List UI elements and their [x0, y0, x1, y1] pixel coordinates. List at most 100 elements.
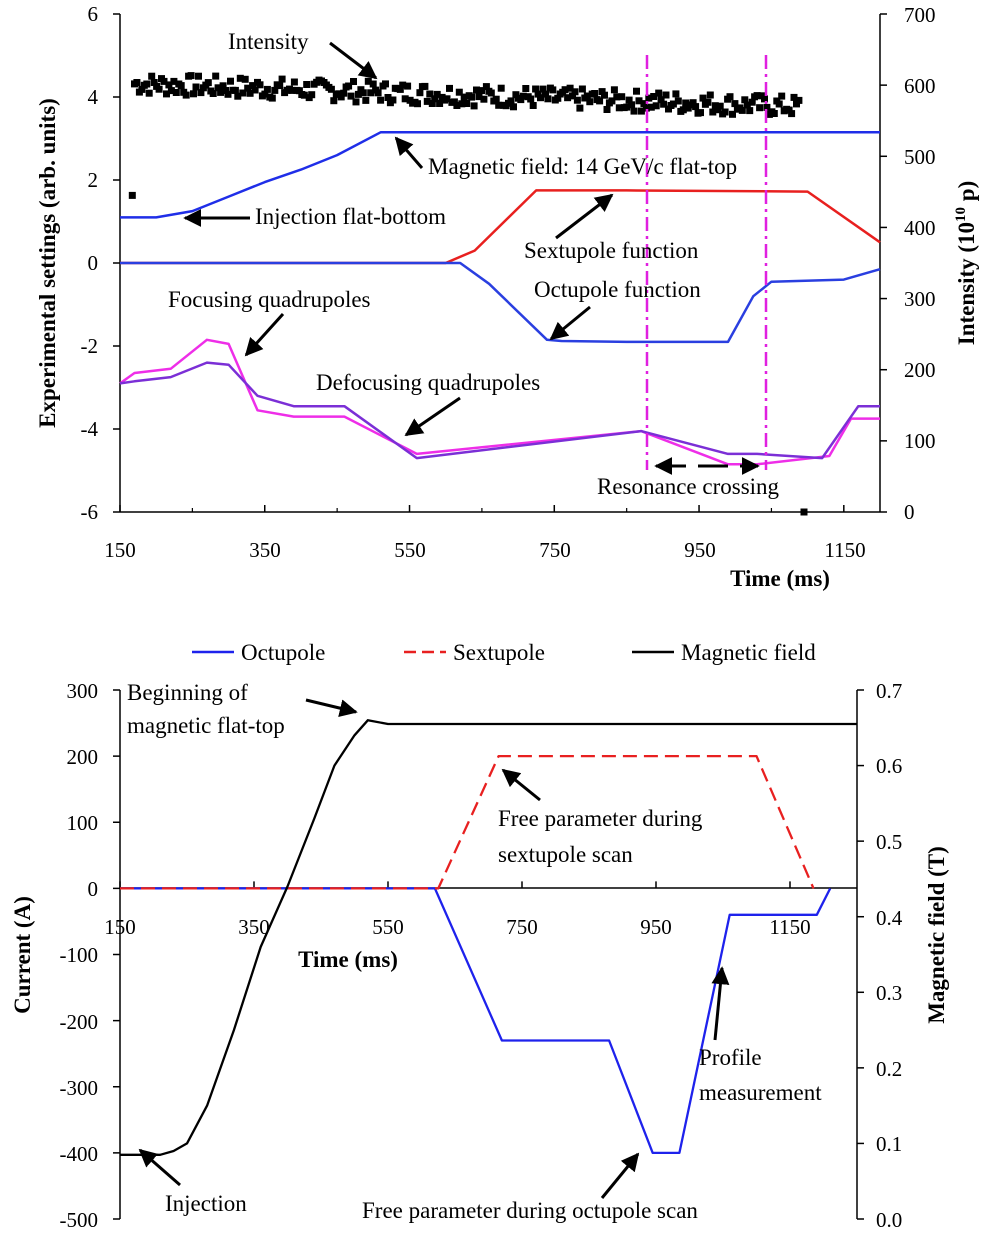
intensity-point — [330, 97, 338, 105]
intensity-point — [775, 100, 783, 108]
intensity-point — [352, 98, 360, 106]
intensity-point — [239, 89, 247, 97]
intensity-point — [150, 79, 158, 86]
intensity-point — [143, 80, 151, 88]
intensity-point — [421, 82, 429, 90]
intensity-point — [642, 104, 650, 112]
intensity-point — [234, 92, 242, 100]
intensity-point — [401, 95, 409, 103]
intensity-point — [303, 81, 311, 88]
intensity-point — [788, 110, 796, 118]
intensity-point — [138, 85, 146, 93]
bottom-y-tick-label: -500 — [60, 1208, 99, 1232]
bottom-y2-tick-label: 0.6 — [876, 754, 902, 778]
intensity-point — [655, 89, 663, 97]
top-y2-title-end: p) — [954, 181, 979, 207]
intensity-point — [278, 75, 286, 83]
intensity-point — [633, 87, 640, 95]
intensity-point — [628, 101, 636, 109]
intensity-point — [669, 100, 677, 108]
intensity-point — [187, 72, 195, 80]
annotation-intensity: Intensity — [228, 29, 309, 54]
bottom-y-tick-label: -200 — [60, 1010, 99, 1034]
intensity-point — [761, 95, 768, 103]
bottom-series-magnetic-field — [120, 719, 857, 1156]
bottom-y2-tick-label: 0.1 — [876, 1132, 902, 1156]
intensity-point — [423, 97, 431, 105]
top-y2-tick-label: 700 — [904, 3, 936, 27]
intensity-point — [473, 86, 480, 94]
intensity-point — [640, 100, 648, 108]
annotation-magnetic-flat-top: magnetic flat-top — [127, 713, 285, 738]
annotation-arrow — [404, 396, 461, 437]
intensity-point — [453, 102, 461, 109]
intensity-point — [650, 93, 658, 100]
annotation-profile: Profile — [699, 1045, 762, 1070]
intensity-point — [170, 77, 178, 85]
bottom-x-tick-label: 750 — [506, 915, 538, 939]
intensity-point — [359, 89, 367, 97]
top-x-tick-label: 1150 — [824, 538, 865, 562]
intensity-point — [450, 98, 458, 106]
intensity-point — [195, 72, 202, 80]
top-y2-tick-label: 400 — [904, 216, 936, 240]
top-x-tick-label: 750 — [539, 538, 571, 562]
intensity-point — [251, 86, 259, 94]
intensity-point — [463, 100, 471, 107]
annotation-arrow — [711, 966, 730, 1041]
intensity-point — [192, 83, 200, 91]
top-series-octupole — [120, 261, 881, 344]
intensity-point — [308, 91, 316, 99]
bottom-x-tick-labels: 150 350 550 750 950 1150 — [104, 915, 810, 939]
intensity-point — [770, 110, 778, 117]
intensity-point — [726, 93, 734, 101]
intensity-point — [249, 82, 257, 90]
intensity-point — [345, 82, 353, 90]
intensity-point — [244, 84, 252, 92]
intensity-point — [689, 99, 697, 107]
intensity-point — [706, 91, 714, 99]
intensity-point — [177, 82, 185, 90]
intensity-point — [790, 93, 798, 101]
top-x-axis-title: Time (ms) — [730, 566, 830, 591]
intensity-point — [608, 97, 616, 105]
legend-label-octupole: Octupole — [241, 640, 325, 665]
bottom-y-tick-label: -100 — [60, 943, 99, 967]
intensity-point — [470, 102, 478, 110]
intensity-point — [261, 90, 269, 98]
top-series-group — [119, 131, 881, 466]
bottom-y2-tick-labels: 0.0 0.1 0.2 0.3 0.4 0.5 0.6 0.7 — [876, 679, 903, 1232]
intensity-point — [704, 98, 712, 106]
intensity-point — [618, 93, 626, 101]
bottom-y2-tick-label: 0.5 — [876, 830, 902, 854]
top-series-focusing — [119, 338, 880, 466]
intensity-point — [231, 86, 239, 94]
intensity-point — [446, 84, 453, 92]
intensity-point — [738, 106, 746, 114]
intensity-point — [214, 84, 222, 92]
top-y-axis-title: Experimental settings (arb. units) — [35, 98, 60, 428]
annotation-sextupole: Sextupole function — [524, 238, 699, 263]
intensity-point — [256, 81, 264, 89]
intensity-point — [436, 100, 444, 107]
intensity-point — [224, 90, 232, 98]
intensity-point — [433, 90, 441, 98]
intensity-point — [455, 88, 463, 96]
top-x-tick-label: 950 — [684, 538, 716, 562]
intensity-point — [672, 90, 680, 98]
bottom-x-tick-label: 150 — [104, 915, 136, 939]
annotation-focusing: Focusing quadrupoles — [168, 287, 371, 312]
annotation-injection-flat-bottom: Injection flat-bottom — [255, 204, 446, 229]
intensity-point — [460, 93, 468, 101]
top-y-tick-label: 0 — [88, 251, 99, 275]
bottom-y-tick-label: -400 — [60, 1142, 99, 1166]
intensity-point — [601, 91, 608, 99]
intensity-point — [167, 87, 175, 95]
top-y2-tick-label: 300 — [904, 287, 936, 311]
top-tick-marks — [113, 13, 887, 513]
intensity-point — [716, 102, 724, 110]
intensity-point — [327, 85, 335, 93]
annotation-arrow — [600, 1152, 640, 1199]
intensity-point — [482, 83, 490, 91]
intensity-point — [711, 102, 719, 110]
